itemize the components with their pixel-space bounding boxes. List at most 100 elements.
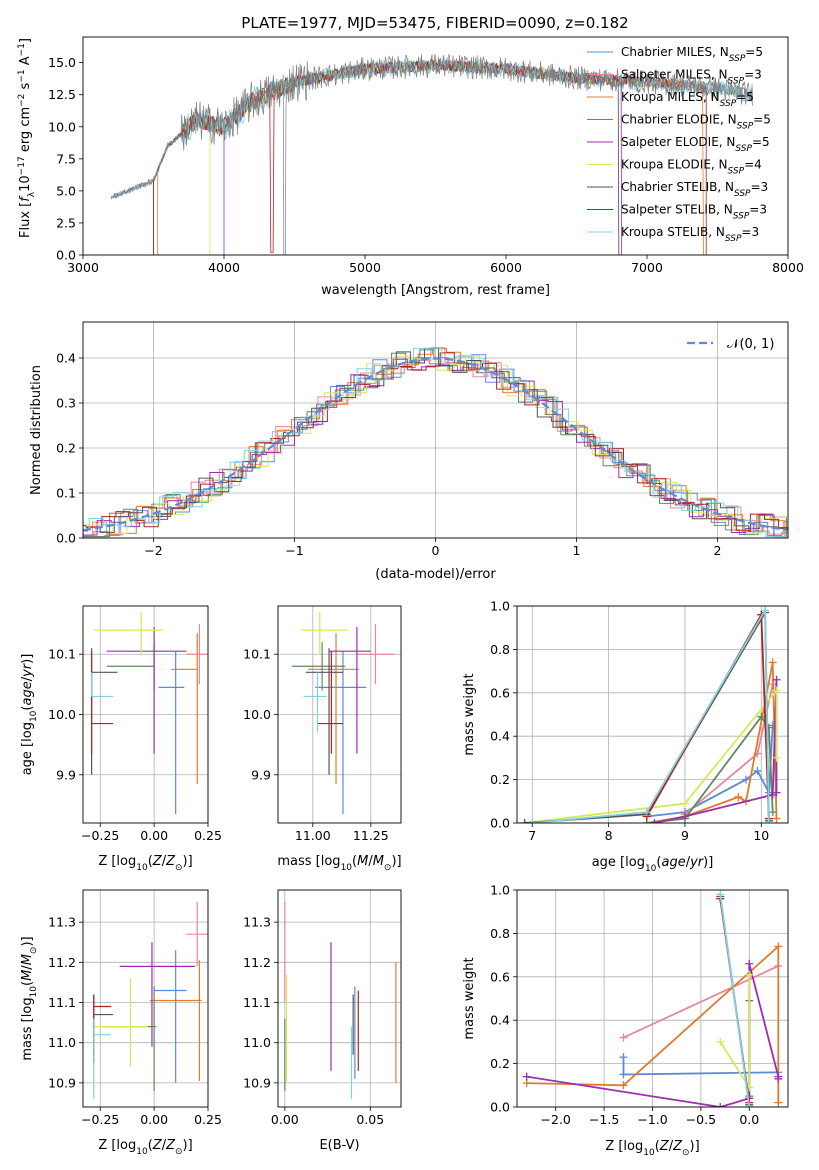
- label-part: Salpeter STELIB, N: [621, 203, 733, 217]
- x-tick-label: 0.00: [271, 1112, 299, 1127]
- label-part: =3: [741, 225, 759, 239]
- weight-marker: [757, 712, 766, 721]
- y-tick-label: 10.9: [48, 1075, 76, 1090]
- weight-series-line: [532, 607, 770, 823]
- error-bars: [284, 902, 397, 1099]
- y-tick-label: 0.2: [490, 1056, 510, 1071]
- label-part: Z: [152, 1138, 163, 1153]
- label-part: Z: [152, 854, 163, 869]
- label-part: )]: [703, 855, 713, 870]
- x-tick-label: 7: [528, 828, 536, 843]
- y-tick-label: 11.2: [48, 955, 76, 970]
- axis-ticks: 3000 4000 5000 6000 7000 8000 0.0 2.5 5.0 7.5 10.0…: [48, 55, 804, 275]
- spectrum-panel: 3000 4000 5000 6000 7000 8000 0.0 2.5 5.0 7.5 10.0…: [17, 36, 804, 298]
- x-tick-label: 3000: [67, 260, 99, 275]
- label-part: Kroupa ELODIE, N: [621, 158, 728, 172]
- weight-marker: [642, 808, 651, 817]
- x-tick-label: 11.25: [353, 828, 389, 843]
- label-part: M: [20, 970, 35, 981]
- y-axis-label: mass weight: [462, 957, 477, 1039]
- y-tick-label: 0.3: [56, 396, 76, 411]
- y-tick-label: 5.0: [56, 183, 76, 198]
- label-part: /: [20, 965, 35, 970]
- axes-frame: [277, 889, 402, 1108]
- y-tick-label: 1.0: [490, 599, 510, 614]
- y-tick-label: 1.0: [490, 883, 510, 898]
- label-part: Flux [: [18, 202, 33, 238]
- y-tick-label: 10.9: [243, 1075, 271, 1090]
- weight-marker: [520, 819, 529, 823]
- y-tick-label: 0.0: [56, 248, 76, 263]
- label-part: ⊙: [682, 1148, 690, 1158]
- label-part: s: [18, 82, 33, 93]
- x-tick-label: 0.00: [140, 1112, 168, 1127]
- legend-label: Kroupa STELIB, NSSP=3: [621, 225, 759, 244]
- y-tick-label: 0.2: [56, 441, 76, 456]
- label-part: −2: [17, 94, 27, 107]
- label-part: =4: [744, 158, 762, 172]
- x-tick-label: 7000: [631, 260, 663, 275]
- y-tick-label: 11.1: [48, 995, 76, 1010]
- weight-marker: [764, 819, 773, 823]
- label-part: /: [669, 1139, 674, 1154]
- legend-label: Chabrier MILES, NSSP=5: [621, 45, 763, 64]
- y-tick-label: 0.6: [490, 969, 510, 984]
- error-bars: [93, 902, 208, 1099]
- y-tick-label: 0.8: [490, 642, 510, 657]
- x-tick-label: −0.25: [81, 1112, 119, 1127]
- y-axis-label: Normed distribution: [29, 365, 44, 495]
- x-axis-label: wavelength [Angstrom, rest frame]: [321, 283, 550, 298]
- label-part: ⊙: [175, 863, 183, 873]
- y-tick-label: 0.0: [490, 816, 510, 831]
- axes-frame: [277, 605, 402, 824]
- label-part: M: [357, 854, 368, 869]
- mass-weight-vs-metallicity-panel: −2.0 −1.5 −1.0 −0.5 0.0 0.0 0.2 0.4 0.6 0.8 1.0 Z […: [462, 883, 789, 1158]
- histograms: [83, 347, 788, 538]
- weight-marker: [772, 753, 781, 762]
- spectrum-observed-line: [113, 53, 754, 255]
- y-tick-label: 0.0: [56, 531, 76, 546]
- y-tick-label: 10.1: [48, 647, 76, 662]
- weight-marker: [650, 819, 659, 823]
- legend-label: Kroupa ELODIE, NSSP=4: [621, 158, 762, 177]
- y-tick-label: 0.2: [490, 772, 510, 787]
- x-tick-label: 8: [605, 828, 613, 843]
- label-part: SSP: [728, 77, 745, 87]
- label-part: ]: [18, 38, 33, 43]
- axis-ticks: 7 8 9 10 0.0 0.2 0.4 0.6 0.8 1.0: [490, 599, 769, 844]
- weight-marker: [680, 812, 689, 821]
- label-part: 10: [341, 863, 353, 873]
- label-part: =3: [749, 203, 767, 217]
- x-tick-label: −1.0: [637, 1112, 667, 1127]
- weight-marker: [528, 819, 537, 823]
- label-part: Z: [672, 1139, 683, 1154]
- x-tick-label: 1: [573, 543, 581, 558]
- axes-frame: [516, 889, 789, 1108]
- label-part: 10: [645, 864, 657, 874]
- spectrum-lines: [110, 53, 754, 255]
- weight-marker: [716, 1103, 725, 1107]
- axis-ticks: −0.25 0.00 0.25 9.9 10.0 10.1: [48, 647, 222, 843]
- x-tick-label: 0.00: [140, 828, 168, 843]
- label-part: −1: [17, 69, 27, 82]
- label-part: −1: [17, 43, 27, 56]
- x-tick-label: 11.00: [295, 828, 331, 843]
- weight-marker: [522, 1072, 531, 1081]
- axes-frame: [82, 889, 209, 1108]
- label-part: Chabrier MILES, N: [621, 45, 729, 59]
- x-axis-label: (data-model)/error: [375, 567, 496, 582]
- residuals-panel: −2 −1 0 1 2 0.0 0.1 0.2 0.3 0.4 (data-model)/error…: [29, 321, 789, 582]
- axis-ticks: −0.25 0.00 0.25 10.9 11.0 11.1 11.2 11.3: [48, 915, 222, 1127]
- x-tick-label: −1.5: [589, 1112, 619, 1127]
- label-part: age: [20, 681, 35, 705]
- x-tick-label: 0: [432, 543, 440, 558]
- label-part: −17: [17, 156, 27, 175]
- x-tick-label: 6000: [490, 260, 522, 275]
- y-tick-label: 11.1: [243, 995, 271, 1010]
- legend-label: Salpeter STELIB, NSSP=3: [621, 203, 767, 222]
- label-part: 10: [18, 175, 33, 192]
- label-part: )]: [20, 654, 35, 664]
- x-tick-label: 0.0: [739, 1112, 759, 1127]
